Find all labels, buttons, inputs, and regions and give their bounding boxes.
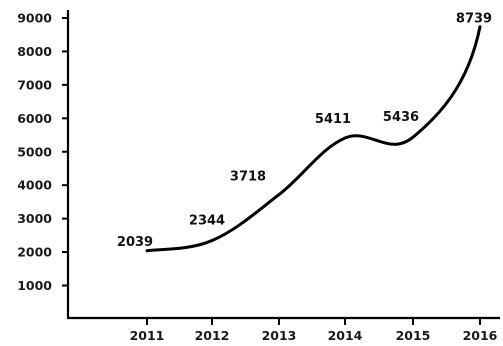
y-tick-label-2000: 2000	[17, 245, 52, 260]
y-tick-label-6000: 6000	[17, 111, 52, 126]
y-tick-label-9000: 9000	[17, 11, 52, 26]
y-tick-label-7000: 7000	[17, 77, 52, 92]
x-tick-label-2014: 2014	[328, 328, 363, 343]
x-tick-label-2013: 2013	[262, 328, 297, 343]
data-label-2016: 8739	[456, 12, 492, 27]
y-tick-label-3000: 3000	[17, 211, 52, 226]
x-axis-ticks: 2011 2012 2013 2014 2015 2016	[130, 318, 498, 343]
x-tick-label-2012: 2012	[195, 328, 230, 343]
y-tick-label-1000: 1000	[17, 278, 52, 293]
data-label-2013: 3718	[230, 170, 266, 185]
x-tick-label-2015: 2015	[396, 328, 431, 343]
x-tick-label-2016: 2016	[463, 328, 498, 343]
series-line	[145, 25, 482, 253]
y-axis-ticks: 1000 2000 3000 4000 5000 6000 7000 8000 9000	[17, 11, 68, 293]
data-label-2015: 5436	[383, 110, 419, 125]
data-label-2012: 2344	[189, 214, 225, 229]
data-labels: 2039 2344 3718 5411 5436 8739	[117, 12, 492, 250]
data-label-2011: 2039	[117, 235, 153, 250]
y-tick-label-5000: 5000	[17, 144, 52, 159]
y-tick-label-8000: 8000	[17, 44, 52, 59]
x-tick-label-2011: 2011	[130, 328, 165, 343]
data-label-2014: 5411	[315, 112, 351, 127]
y-tick-label-4000: 4000	[17, 178, 52, 193]
